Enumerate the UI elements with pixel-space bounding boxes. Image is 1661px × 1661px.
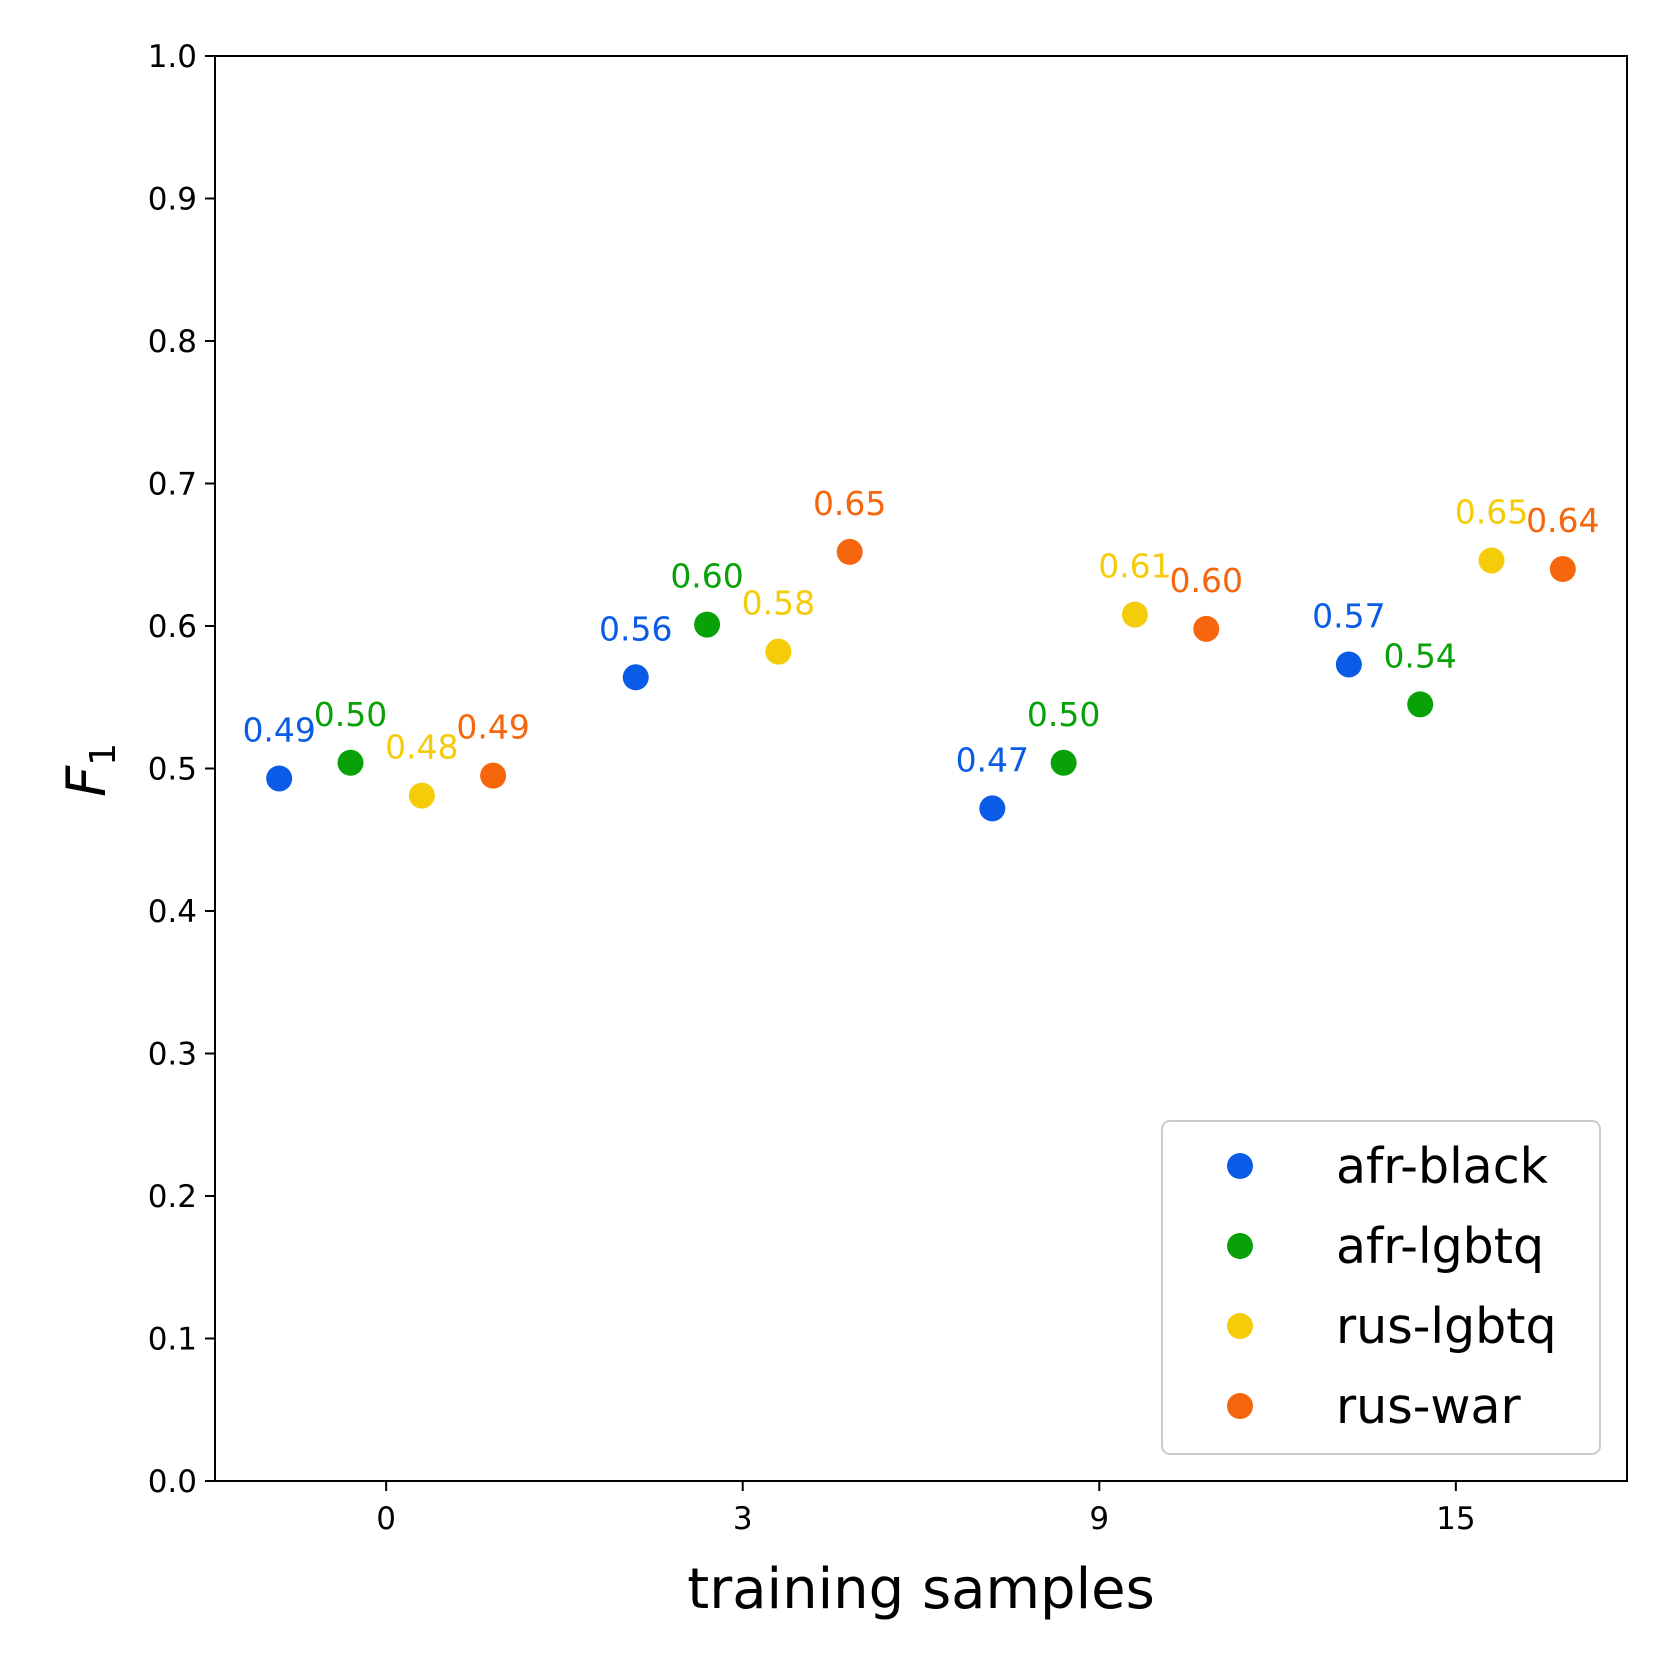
data-points: 0.49 0.56 0.47 0.57 0.50 0.60 0.50 0.54 0.48 0.58… bbox=[242, 484, 1600, 822]
data-label: 0.64 bbox=[1526, 501, 1599, 540]
data-point bbox=[266, 765, 293, 792]
data-point bbox=[1335, 651, 1362, 678]
y-tick-label: 0.6 bbox=[148, 609, 197, 645]
y-tick-label: 1.0 bbox=[148, 39, 197, 75]
x-axis-title: training samples bbox=[687, 1557, 1155, 1622]
legend-box bbox=[1161, 1120, 1601, 1455]
data-label: 0.48 bbox=[385, 728, 458, 767]
data-label: 0.61 bbox=[1098, 547, 1171, 586]
data-label: 0.65 bbox=[1455, 492, 1528, 531]
legend-label: afr-lgbtq bbox=[1336, 1218, 1544, 1275]
legend-marker bbox=[1227, 1233, 1253, 1259]
data-label: 0.56 bbox=[599, 609, 672, 648]
data-point bbox=[836, 538, 863, 565]
data-point bbox=[1193, 615, 1220, 642]
y-tick-label: 0.8 bbox=[148, 324, 197, 360]
data-label: 0.47 bbox=[956, 740, 1029, 779]
legend-label: afr-black bbox=[1336, 1138, 1549, 1195]
y-tick-label: 0.2 bbox=[148, 1179, 197, 1215]
data-point bbox=[765, 638, 792, 665]
data-label: 0.57 bbox=[1312, 596, 1385, 635]
y-axis-title-main: F bbox=[55, 765, 118, 797]
data-point bbox=[1549, 556, 1576, 582]
legend-marker bbox=[1227, 1153, 1253, 1179]
data-label: 0.60 bbox=[670, 557, 743, 596]
x-tick-label: 9 bbox=[1089, 1501, 1109, 1537]
data-point bbox=[694, 611, 721, 638]
x-tick-label: 3 bbox=[733, 1501, 753, 1537]
data-point bbox=[408, 782, 435, 809]
data-point bbox=[1407, 691, 1434, 718]
y-axis-title-subscript: 1 bbox=[83, 743, 124, 766]
data-label: 0.49 bbox=[242, 710, 315, 749]
data-point bbox=[979, 795, 1006, 822]
legend: afr-black afr-lgbtq rus-lgbtq rus-war bbox=[1161, 1120, 1601, 1455]
legend-label: rus-war bbox=[1336, 1378, 1522, 1435]
data-label: 0.50 bbox=[314, 695, 387, 734]
data-point bbox=[480, 762, 507, 789]
y-tick-label: 0.4 bbox=[148, 894, 197, 930]
y-axis: 0.0 0.1 0.2 0.3 0.4 0.5 0.6 0.7 0.8 0.9 1.0 bbox=[148, 39, 215, 1500]
data-label: 0.54 bbox=[1383, 636, 1456, 675]
y-tick-label: 0.9 bbox=[148, 182, 197, 218]
y-tick-label: 0.3 bbox=[148, 1037, 197, 1073]
data-label: 0.50 bbox=[1027, 695, 1100, 734]
legend-marker bbox=[1227, 1313, 1253, 1339]
x-tick-label: 15 bbox=[1436, 1501, 1475, 1537]
legend-marker bbox=[1227, 1393, 1253, 1419]
x-tick-label: 0 bbox=[376, 1501, 396, 1537]
data-point bbox=[1050, 749, 1077, 776]
y-tick-label: 0.7 bbox=[148, 467, 197, 503]
y-axis-title: F1 bbox=[55, 743, 124, 797]
y-tick-label: 0.1 bbox=[148, 1322, 197, 1358]
x-axis: 0 3 9 15 bbox=[376, 1481, 1476, 1537]
data-point bbox=[337, 749, 364, 776]
data-label: 0.65 bbox=[813, 484, 886, 523]
data-point bbox=[1478, 547, 1505, 574]
data-point bbox=[622, 664, 649, 691]
data-point bbox=[1121, 601, 1148, 628]
y-tick-label: 0.0 bbox=[148, 1464, 197, 1500]
data-label: 0.58 bbox=[742, 584, 815, 623]
legend-label: rus-lgbtq bbox=[1336, 1298, 1557, 1355]
data-label: 0.49 bbox=[456, 708, 529, 747]
y-tick-label: 0.5 bbox=[148, 752, 197, 788]
data-label: 0.60 bbox=[1170, 561, 1243, 600]
svg-text:F1: F1 bbox=[55, 743, 124, 797]
